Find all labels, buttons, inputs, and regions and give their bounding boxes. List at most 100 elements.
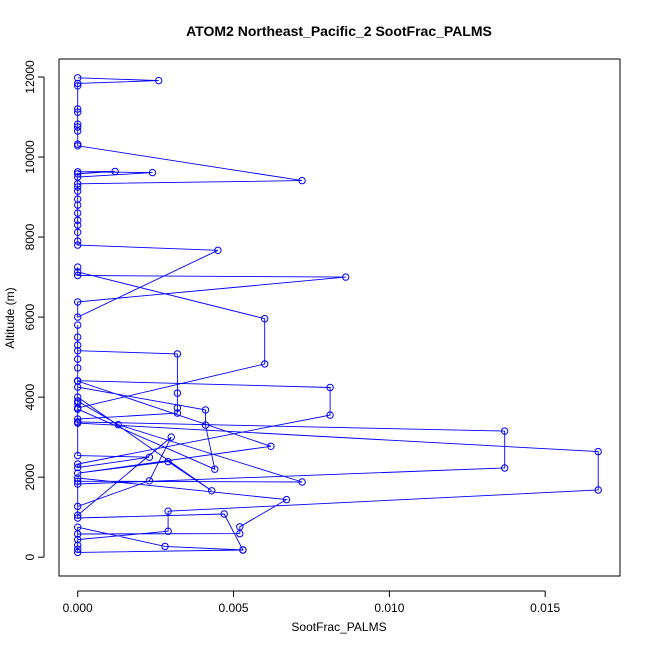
data-point — [74, 216, 82, 225]
data-point — [74, 183, 82, 191]
data-point — [594, 486, 602, 494]
y-axis-label: Altitude (m) — [3, 287, 17, 348]
data-point — [74, 201, 82, 209]
data-point — [74, 535, 82, 544]
data-point — [167, 433, 175, 441]
data-point — [164, 457, 172, 466]
data-point — [74, 463, 82, 472]
series-line — [77, 77, 599, 553]
data-point — [74, 241, 82, 249]
data-point — [74, 127, 82, 135]
data-point — [74, 298, 82, 306]
y-tick-label: 2000 — [23, 463, 37, 490]
data-point — [74, 209, 82, 217]
data-point — [74, 347, 82, 355]
y-tick-label: 10000 — [23, 140, 37, 174]
data-point — [74, 268, 82, 276]
x-axis: 0.000 0.005 0.010 0.015 — [63, 590, 561, 615]
x-tick-label: 0.000 — [63, 601, 93, 615]
data-point — [74, 74, 82, 82]
data-point — [74, 474, 82, 482]
data-point — [74, 333, 82, 341]
data-point — [74, 187, 82, 195]
y-tick-label: 12000 — [23, 60, 37, 94]
data-point — [74, 393, 82, 401]
data-point — [74, 469, 82, 477]
data-point — [239, 546, 247, 554]
data-point — [298, 176, 306, 185]
data-point — [148, 168, 157, 177]
data-point — [111, 167, 119, 176]
data-point — [173, 409, 182, 417]
data-point — [201, 406, 210, 414]
data-point — [74, 341, 82, 349]
y-tick-label: 6000 — [23, 303, 37, 330]
data-point — [74, 321, 82, 329]
data-point — [74, 221, 82, 229]
data-point — [74, 511, 82, 519]
data-point — [145, 477, 154, 485]
x-tick-label: 0.010 — [374, 601, 404, 615]
y-tick-label: 0 — [23, 554, 37, 561]
data-point — [74, 460, 82, 468]
data-point — [74, 397, 82, 405]
data-point — [74, 105, 82, 113]
data-point — [214, 246, 222, 255]
data-point — [74, 451, 82, 460]
data-point — [326, 383, 334, 392]
data-point — [74, 142, 82, 150]
data-point — [74, 477, 82, 485]
x-tick-label: 0.015 — [530, 601, 560, 615]
chart-title: ATOM2 Northeast_Pacific_2 SootFrac_PALMS — [186, 23, 492, 39]
plot-frame — [58, 58, 621, 577]
data-point — [74, 108, 82, 116]
data-point — [114, 421, 122, 429]
data-point — [164, 527, 172, 535]
data-point — [74, 548, 82, 557]
data-point — [74, 170, 82, 178]
data-point — [74, 355, 82, 363]
data-point — [173, 389, 182, 397]
y-tick-label: 4000 — [23, 383, 37, 410]
data-point — [74, 237, 82, 245]
data-point — [173, 404, 182, 412]
data-point — [208, 487, 216, 495]
data-point — [74, 123, 82, 131]
data-point — [74, 173, 82, 181]
data-point — [594, 447, 602, 456]
data-point — [155, 76, 163, 85]
data-point — [74, 271, 82, 280]
data-point — [267, 442, 275, 450]
data-point — [74, 541, 82, 549]
data-point — [342, 273, 350, 281]
data-point — [211, 465, 219, 473]
data-point — [220, 510, 228, 518]
data-point — [74, 419, 82, 427]
data-point — [74, 514, 82, 522]
data-point — [74, 405, 82, 413]
data-point — [298, 478, 306, 486]
data-point — [501, 427, 509, 435]
data-point — [145, 453, 154, 461]
y-tick-label: 8000 — [23, 223, 37, 250]
y-axis: 0 2000 4000 6000 8000 10000 12000 — [23, 60, 45, 561]
data-point — [74, 79, 82, 88]
data-point — [236, 529, 244, 538]
data-point — [326, 411, 334, 419]
data-point — [501, 464, 509, 472]
data-point — [261, 360, 269, 368]
data-point — [74, 82, 82, 90]
data-point — [261, 315, 269, 323]
data-point — [74, 545, 82, 553]
data-point — [74, 364, 82, 372]
data-point — [164, 507, 172, 515]
x-axis-label: SootFrac_PALMS — [291, 620, 386, 634]
data-point — [282, 495, 291, 504]
plot-area — [74, 74, 602, 557]
data-point — [74, 313, 82, 321]
data-point — [201, 421, 210, 429]
data-point — [74, 228, 82, 237]
